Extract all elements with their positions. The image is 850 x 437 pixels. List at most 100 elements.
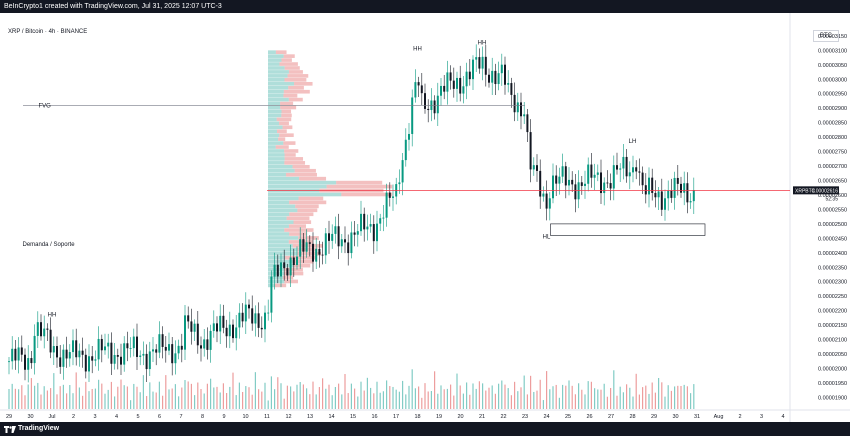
demand-zone-box[interactable] <box>550 223 706 236</box>
volume-profile-bar <box>268 232 290 236</box>
x-tick-label: 26 <box>586 414 592 420</box>
candle-body <box>552 175 554 199</box>
candle-body <box>43 328 46 337</box>
x-tick-label: 28 <box>629 414 635 420</box>
volume-profile-bar <box>268 212 290 217</box>
x-tick-label: 6 <box>158 414 161 420</box>
volume-bar <box>590 381 592 409</box>
candle-body <box>120 356 122 365</box>
y-tick-label: 0.00002300 <box>818 280 847 286</box>
candle-body <box>126 343 129 349</box>
volume-bar <box>536 390 538 409</box>
volume-profile-bar <box>283 89 310 94</box>
volume-bar <box>392 386 394 409</box>
volume-bar <box>658 377 660 409</box>
volume-bar <box>88 391 90 409</box>
volume-profile-bar <box>268 271 285 276</box>
candle-body <box>427 108 430 111</box>
volume-profile-bar <box>268 58 282 62</box>
volume-profile-bar <box>268 267 285 272</box>
y-tick-label: 0.00002350 <box>818 265 847 271</box>
volume-profile-bar <box>284 279 298 284</box>
candle-body <box>84 354 87 372</box>
volume-bar <box>139 392 141 409</box>
volume-profile-bar <box>268 157 285 161</box>
candle-body <box>526 114 529 133</box>
volume-bar <box>622 392 624 409</box>
candle-body <box>62 349 65 367</box>
candle-body <box>609 183 612 189</box>
candle-body <box>328 233 330 241</box>
volume-bar <box>133 383 135 409</box>
volume-profile-bar <box>268 196 299 201</box>
volume-profile-bar <box>281 113 292 118</box>
volume-profile-bar <box>289 232 308 236</box>
volume-bar <box>101 383 103 409</box>
volume-bar <box>94 388 96 409</box>
candle-body <box>14 348 17 361</box>
volume-bar <box>693 384 695 409</box>
candle-body <box>292 257 295 265</box>
candle-body <box>558 176 561 184</box>
candle-body <box>46 328 49 330</box>
volume-profile-bar <box>268 133 280 138</box>
candle-body <box>628 172 631 177</box>
volume-bar <box>216 386 218 409</box>
candle-body <box>376 223 378 242</box>
volume-bar <box>683 384 685 409</box>
candle-body <box>68 352 71 359</box>
candle-body <box>116 355 119 357</box>
candle-body <box>30 358 33 364</box>
volume-bar <box>510 395 512 409</box>
volume-bar <box>325 388 327 409</box>
volume-profile-bar <box>268 70 289 74</box>
candle-body <box>65 349 68 359</box>
volume-profile-bar <box>268 204 296 209</box>
x-tick-label: 31 <box>694 414 700 420</box>
candle-body <box>449 72 452 81</box>
candle-body <box>692 190 695 202</box>
volume-bar <box>85 381 87 409</box>
annotation-fvg: FVG <box>39 103 52 109</box>
volume-bar <box>520 387 522 409</box>
attribution-bar: BeInCrypto1 created with TradingView.com… <box>0 0 850 13</box>
candle-body <box>481 56 484 69</box>
candle-body <box>462 86 465 94</box>
currency-badge[interactable]: BTC <box>813 30 839 42</box>
tradingview-logo-icon <box>4 425 16 433</box>
candle-body <box>532 165 535 170</box>
volume-profile-bar <box>289 200 327 205</box>
volume-bar <box>354 388 356 409</box>
volume-profile-bar <box>268 216 287 221</box>
volume-bar <box>328 384 330 409</box>
volume-bar <box>264 382 266 409</box>
volume-bar <box>584 394 586 409</box>
volume-bar <box>165 375 167 409</box>
volume-bar <box>357 396 359 409</box>
volume-bar <box>645 385 647 409</box>
x-tick-label: 24 <box>543 414 549 420</box>
volume-profile-bar <box>268 101 281 106</box>
candle-body <box>289 257 292 276</box>
candle-body <box>440 85 442 96</box>
candle-body <box>459 77 462 94</box>
y-tick-label: 0.00002400 <box>818 251 847 257</box>
volume-bar <box>43 386 45 409</box>
chart-area[interactable]: 0.00003150 0.00003100 0.00003050 0.00003000… <box>0 13 850 422</box>
volume-bar <box>258 389 260 409</box>
volume-bar <box>466 382 468 409</box>
volume-bar <box>280 383 282 409</box>
volume-bar <box>149 382 151 409</box>
volume-bar <box>635 373 637 409</box>
volume-bar <box>34 385 36 409</box>
candle-body <box>664 198 666 210</box>
candle-body <box>408 133 410 140</box>
candle-body <box>296 256 298 265</box>
volume-profile-bar <box>268 251 298 256</box>
candle-body <box>638 171 641 173</box>
volume-bar <box>277 377 279 409</box>
volume-bar <box>405 394 407 409</box>
candle-body <box>177 345 180 354</box>
volume-bar <box>152 391 154 409</box>
volume-bar <box>555 384 557 409</box>
